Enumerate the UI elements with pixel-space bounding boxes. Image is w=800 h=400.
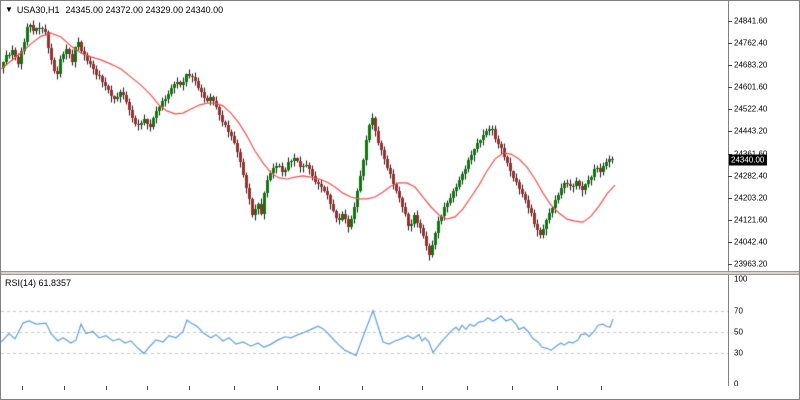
price-tick-mark bbox=[728, 65, 732, 66]
time-tick-mark bbox=[106, 386, 107, 390]
price-tick-label: 24121.60 bbox=[734, 215, 768, 225]
price-tick-label: 24522.40 bbox=[734, 104, 768, 114]
price-tick-label: 24683.20 bbox=[734, 60, 768, 70]
time-tick-mark bbox=[512, 386, 513, 390]
current-price-tag: 24340.00 bbox=[729, 154, 768, 166]
symbol-timeframe-label: USA30,H1 bbox=[16, 5, 60, 15]
time-tick-mark bbox=[147, 386, 148, 390]
price-tick-mark bbox=[728, 220, 732, 221]
rsi-indicator-label: RSI(14) 61.8357 bbox=[5, 278, 72, 288]
price-tick-mark bbox=[728, 198, 732, 199]
price-tick-label: 24203.20 bbox=[734, 193, 768, 203]
price-tick-mark bbox=[728, 264, 732, 265]
time-tick-mark bbox=[362, 386, 363, 390]
price-tick-label: 24361.60 bbox=[734, 149, 767, 158]
price-tick-label: 24601.60 bbox=[734, 82, 768, 92]
price-tick-label: 24282.40 bbox=[734, 171, 768, 181]
candlestick-chart-canvas[interactable] bbox=[1, 1, 728, 271]
time-tick-mark bbox=[557, 386, 558, 390]
rsi-indicator-panel[interactable] bbox=[1, 275, 729, 387]
price-tick-mark bbox=[728, 21, 732, 22]
time-tick-mark bbox=[319, 386, 320, 390]
rsi-chart-canvas[interactable] bbox=[1, 275, 728, 386]
time-tick-mark bbox=[234, 386, 235, 390]
time-tick-mark bbox=[64, 386, 65, 390]
price-tick-mark bbox=[728, 176, 732, 177]
time-tick-mark bbox=[422, 386, 423, 390]
rsi-scale-label: 100 bbox=[734, 274, 748, 284]
rsi-scale-label: 50 bbox=[734, 327, 743, 336]
time-tick-mark bbox=[189, 386, 190, 390]
rsi-scale-label: 70 bbox=[734, 306, 743, 315]
price-tick-mark bbox=[728, 87, 732, 88]
price-chart-panel[interactable] bbox=[1, 1, 729, 271]
price-tick-mark bbox=[728, 109, 732, 110]
price-tick-label: 24841.60 bbox=[734, 16, 768, 26]
time-scale[interactable]: 19 Jun 201820 Jun 12:0021 Jun 05:0021 Ju… bbox=[1, 386, 799, 399]
ohlc-quote-label: 24345.00 24372.00 24329.00 24340.00 bbox=[65, 5, 224, 15]
price-tick-mark bbox=[728, 131, 732, 132]
time-tick-mark bbox=[277, 386, 278, 390]
price-tick-label: 23963.20 bbox=[734, 259, 768, 269]
price-tick-label: 24762.40 bbox=[734, 38, 768, 48]
price-tick-label: 24443.20 bbox=[734, 126, 768, 136]
rsi-scale-label: 30 bbox=[734, 348, 743, 357]
time-tick-mark bbox=[467, 386, 468, 390]
time-tick-mark bbox=[601, 386, 602, 390]
price-tick-mark bbox=[728, 242, 732, 243]
rsi-scale-label: 0 bbox=[734, 379, 739, 389]
panel-splitter[interactable] bbox=[1, 271, 799, 275]
collapse-arrow-icon[interactable]: ▼ bbox=[5, 5, 13, 14]
time-tick-mark bbox=[22, 386, 23, 390]
price-tick-mark bbox=[728, 43, 732, 44]
chart-title-bar: ▼ USA30,H1 24345.00 24372.00 24329.00 24… bbox=[5, 4, 223, 16]
price-tick-label: 24042.40 bbox=[734, 237, 768, 247]
